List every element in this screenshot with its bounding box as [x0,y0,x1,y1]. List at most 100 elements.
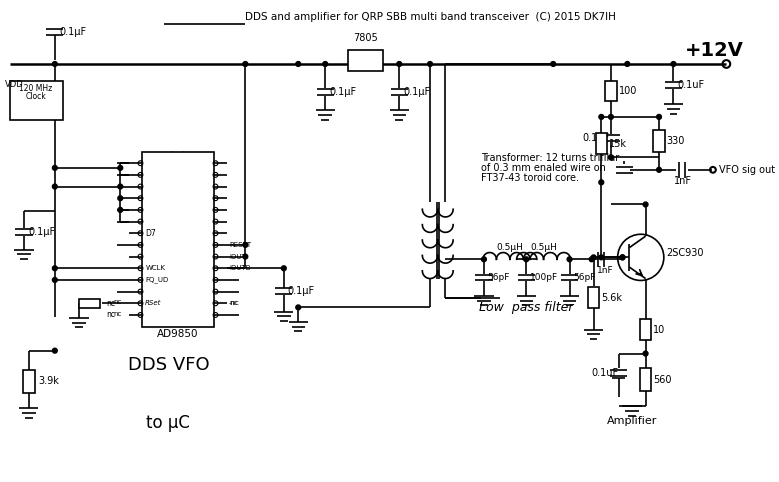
Text: VFO sig out: VFO sig out [719,165,775,175]
Circle shape [118,165,122,170]
Text: 1nF: 1nF [597,267,613,275]
Text: 56pF: 56pF [488,273,510,282]
Text: of 0.3 mm enaled wire on: of 0.3 mm enaled wire on [481,163,606,173]
Text: D7: D7 [145,229,156,238]
Text: FQ_UD: FQ_UD [145,277,168,283]
Text: FT37-43 toroid core.: FT37-43 toroid core. [481,173,579,183]
Bar [654,130,664,151]
Text: 0.1uF: 0.1uF [677,80,704,90]
Circle shape [118,184,122,189]
Circle shape [671,62,676,67]
Text: 100: 100 [619,86,637,96]
Text: 560: 560 [654,375,671,385]
Text: 2SC930: 2SC930 [667,248,704,257]
Circle shape [589,257,594,262]
Text: 0.1μF: 0.1μF [60,27,86,37]
Text: 120 MHz: 120 MHz [19,83,52,93]
Bar [588,287,599,308]
Circle shape [52,266,57,271]
Circle shape [243,254,248,259]
Text: nc: nc [106,299,115,308]
Circle shape [296,62,301,67]
Text: 3.9k: 3.9k [38,376,59,387]
Text: RSet: RSet [145,300,162,306]
Text: 0.1uF: 0.1uF [582,133,609,143]
Text: 0.1μF: 0.1μF [403,87,430,97]
Circle shape [52,278,57,282]
Bar [79,299,100,308]
Text: 56pF: 56pF [573,273,596,282]
Circle shape [620,255,625,260]
Circle shape [363,62,368,67]
Text: 0.1μF: 0.1μF [28,228,55,237]
Circle shape [118,196,122,201]
Text: 7805: 7805 [353,33,378,43]
Circle shape [323,62,328,67]
Text: Amplifier: Amplifier [607,416,657,426]
Circle shape [599,180,604,185]
Circle shape [608,155,613,160]
Circle shape [296,305,301,310]
Text: 0.1μF: 0.1μF [287,286,315,296]
Circle shape [243,242,248,247]
Circle shape [52,184,57,189]
Circle shape [52,165,57,170]
Text: AD9850: AD9850 [157,329,199,339]
Circle shape [567,257,572,262]
Circle shape [657,167,661,172]
Circle shape [397,62,402,67]
Circle shape [625,62,629,67]
Bar [23,370,34,393]
Bar [143,151,213,327]
Text: VDD: VDD [5,80,23,89]
Text: nc: nc [229,300,238,306]
Circle shape [657,115,661,120]
Bar [640,368,651,391]
Circle shape [599,255,604,260]
Text: 0.1uF: 0.1uF [592,368,619,378]
Text: IOUTB: IOUTB [229,265,251,271]
Circle shape [608,115,613,120]
Text: DDS and amplifier for QRP SBB multi band transceiver  (C) 2015 DK7IH: DDS and amplifier for QRP SBB multi band… [245,12,616,22]
Text: 0.1μF: 0.1μF [329,87,356,97]
Bar [605,81,617,101]
Text: 0.5μH: 0.5μH [496,243,523,252]
Text: 10: 10 [654,324,665,335]
Text: DDS VFO: DDS VFO [128,356,210,374]
Text: RESET: RESET [229,242,251,248]
Circle shape [243,62,248,67]
Bar [348,50,383,71]
Circle shape [551,62,555,67]
Text: nc: nc [114,299,122,305]
Circle shape [481,257,486,262]
Text: 1nF: 1nF [675,176,693,187]
Circle shape [428,62,432,67]
Circle shape [523,257,529,262]
Text: +12V: +12V [685,41,744,60]
Text: nc: nc [114,311,122,317]
Text: 0.5μH: 0.5μH [530,243,557,252]
Circle shape [591,255,596,260]
Text: 100pF: 100pF [530,273,559,282]
Bar [9,81,62,120]
Text: 5.6k: 5.6k [601,293,622,303]
Text: -nc: -nc [229,300,240,306]
Text: Clock: Clock [25,92,46,101]
Circle shape [599,115,604,120]
Text: WCLK: WCLK [145,265,165,271]
Circle shape [643,351,648,356]
Circle shape [643,202,648,207]
Bar [595,133,607,154]
Text: IOUT: IOUT [229,254,245,260]
Text: 15k: 15k [609,139,627,149]
Circle shape [620,255,625,260]
Text: to μC: to μC [146,414,190,432]
Text: 330: 330 [667,136,685,146]
Circle shape [52,62,57,67]
Circle shape [52,348,57,353]
Bar [640,319,651,340]
Text: Low  pass filter: Low pass filter [479,301,573,314]
Circle shape [281,266,286,271]
Circle shape [118,207,122,212]
Text: nc: nc [106,310,115,320]
